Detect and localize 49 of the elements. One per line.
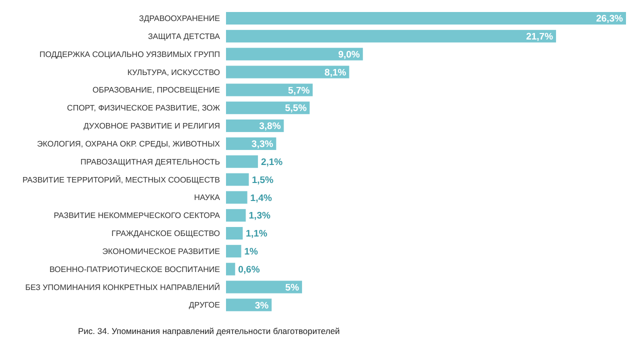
data-label: 1,1% bbox=[246, 228, 268, 240]
y-tick-label: ГРАЖДАНСКОЕ ОБЩЕСТВО bbox=[111, 229, 220, 238]
data-label: 5% bbox=[285, 282, 300, 294]
data-label: 1% bbox=[244, 246, 258, 258]
data-label: 9,0% bbox=[338, 49, 360, 60]
y-tick-label: НАУКА bbox=[194, 193, 221, 202]
y-tick-label: ПРАВОЗАЩИТНАЯ ДЕЯТЕЛЬНОСТЬ bbox=[80, 157, 220, 166]
bar bbox=[226, 155, 258, 168]
bar bbox=[226, 280, 302, 294]
bar bbox=[226, 30, 556, 42]
text: Рис. 34. Упоминания направлений деятельности благотворителей bbox=[78, 326, 340, 336]
data-label: 26,3% bbox=[596, 14, 624, 25]
data-label: 3% bbox=[254, 300, 270, 312]
y-tick-label: ОБРАЗОВАНИЕ, ПРОСВЕЩЕНИЕ bbox=[92, 86, 220, 95]
bar bbox=[226, 66, 350, 78]
y-tick-label: ЭКОЛОГИЯ, ОХРАНА ОКР. СРЕДЫ, ЖИВОТНЫХ bbox=[37, 139, 221, 148]
y-tick-label: СПОРТ, ФИЗИЧЕСКОЕ РАЗВИТИЕ, ЗОЖ bbox=[67, 104, 221, 113]
data-label: 21,7% bbox=[526, 32, 554, 43]
y-tick-label: ЭКОНОМИЧЕСКОЕ РАЗВИТИЕ bbox=[102, 246, 220, 256]
y-tick-label: ДРУГОЕ bbox=[188, 300, 220, 310]
bar bbox=[226, 191, 248, 204]
bar bbox=[226, 244, 242, 258]
bar bbox=[226, 48, 363, 60]
data-label: 1,3% bbox=[248, 210, 271, 222]
data-label: 8,1% bbox=[324, 67, 347, 78]
bar bbox=[226, 173, 249, 186]
bar bbox=[226, 262, 236, 276]
y-tick-label: РАЗВИТИЕ НЕКОММЕРЧЕСКОГО СЕКТОРА bbox=[54, 211, 221, 220]
data-label: 2,1% bbox=[260, 156, 284, 168]
y-tick-label: КУЛЬТУРА, ИСКУССТВО bbox=[127, 68, 220, 77]
bar bbox=[226, 226, 243, 240]
data-label: 3,3% bbox=[252, 139, 274, 150]
data-label: 3,8% bbox=[259, 121, 282, 132]
data-label: 1,4% bbox=[250, 192, 272, 204]
bar bbox=[226, 84, 313, 96]
y-tick-label: ЗАЩИТА ДЕТСТВА bbox=[148, 32, 221, 41]
y-tick-label: РАЗВИТИЕ ТЕРРИТОРИЙ, МЕСТНЫХ СООБЩЕСТВ bbox=[22, 174, 220, 184]
y-tick-label: ДУХОВНОЕ РАЗВИТИЕ И РЕЛИГИЯ bbox=[84, 122, 220, 131]
data-label: 5,7% bbox=[288, 85, 310, 96]
bar bbox=[226, 209, 246, 222]
bar bbox=[226, 12, 626, 25]
y-tick-label: БЕЗ УПОМИНАНИЯ КОНКРЕТНЫХ НАПРАВЛЕНИЙ bbox=[25, 282, 220, 292]
data-label: 1,5% bbox=[252, 174, 274, 186]
data-label: 5,5% bbox=[284, 103, 308, 114]
y-tick-label: ЗДРАВООХРАНЕНИЕ bbox=[139, 14, 220, 24]
data-label: 0,6% bbox=[238, 264, 260, 276]
y-tick-label: ПОДДЕРЖКА СОЦИАЛЬНО УЯЗВИМЫХ ГРУПП bbox=[39, 50, 220, 59]
y-tick-label: ВОЕННО-ПАТРИОТИЧЕСКОЕ ВОСПИТАНИЕ bbox=[49, 264, 220, 274]
bar bbox=[226, 102, 310, 114]
